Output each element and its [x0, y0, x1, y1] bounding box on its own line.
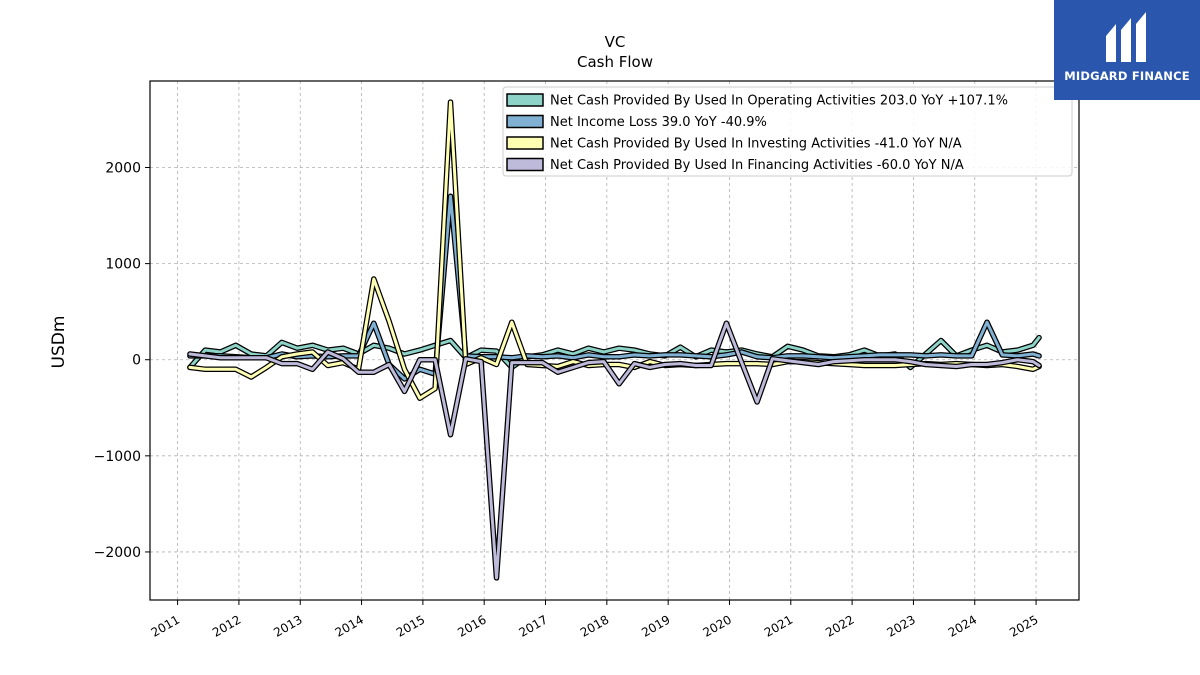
- x-tick-label: 2022: [823, 612, 856, 639]
- y-tick-label: 1000: [105, 257, 141, 273]
- y-tick-label: −1000: [94, 449, 141, 465]
- x-axis-ticks: 2011 2012 2013 2014 2015 2016 2017 2018 2019 2020…: [149, 600, 1041, 640]
- x-tick-label: 2020: [701, 612, 734, 639]
- x-tick-label: 2014: [333, 612, 366, 639]
- series-line-3: [188, 100, 1041, 400]
- chart-title: VC: [605, 33, 626, 51]
- x-tick-label: 2013: [271, 612, 304, 639]
- x-tick-label: 2021: [762, 612, 795, 639]
- chart-subtitle: Cash Flow: [577, 53, 653, 71]
- y-axis-label: USDm: [49, 316, 69, 369]
- brand-logo: MIDGARD FINANCE: [1054, 0, 1200, 100]
- series-line-4: [188, 321, 1041, 580]
- y-axis-ticks: 2000 1000 0 −1000 −2000: [94, 161, 150, 561]
- legend-entry: Net Cash Provided By Used In Financing A…: [550, 158, 964, 173]
- legend: Net Cash Provided By Used In Operating A…: [502, 86, 1073, 177]
- x-tick-label: 2017: [517, 612, 550, 639]
- logo-mark-icon: [1106, 12, 1146, 62]
- legend-swatch: [506, 157, 544, 172]
- brand-name: MIDGARD FINANCE: [1064, 69, 1190, 83]
- x-tick-label: 2019: [639, 612, 672, 639]
- x-tick-label: 2012: [210, 612, 243, 639]
- legend-entry: Net Cash Provided By Used In Investing A…: [550, 137, 962, 152]
- x-tick-label: 2016: [455, 612, 488, 639]
- series-layer: [187, 99, 1042, 581]
- x-tick-label: 2018: [578, 612, 611, 639]
- y-tick-label: 0: [132, 353, 141, 369]
- legend-swatch: [506, 114, 544, 129]
- x-tick-label: 2023: [884, 612, 917, 639]
- plot-frame: [149, 80, 1080, 601]
- legend-entry: Net Cash Provided By Used In Operating A…: [550, 94, 1008, 109]
- x-tick-label: 2025: [1007, 612, 1040, 639]
- x-tick-label: 2024: [946, 612, 979, 639]
- x-tick-label: 2011: [149, 612, 182, 639]
- legend-swatch: [506, 93, 544, 107]
- x-tick-label: 2015: [394, 612, 427, 639]
- y-tick-label: −2000: [94, 545, 141, 561]
- legend-box: [502, 86, 1073, 177]
- legend-entry: Net Income Loss 39.0 YoY -40.9%: [550, 115, 767, 130]
- y-tick-label: 2000: [105, 161, 141, 177]
- legend-swatch: [506, 136, 544, 150]
